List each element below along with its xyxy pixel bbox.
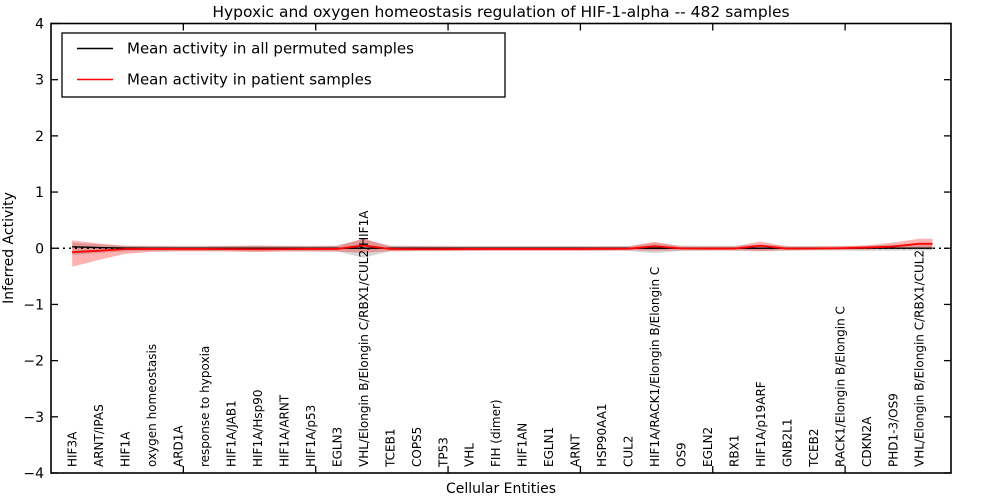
x-entity-label: oxygen homeostasis: [145, 344, 159, 467]
y-tick-label: −3: [23, 410, 44, 426]
x-axis-label: Cellular Entities: [446, 481, 556, 497]
legend: Mean activity in all permuted samples Me…: [61, 32, 506, 98]
x-entity-label: HIF1AN: [516, 423, 530, 467]
x-entity-label: ARNT: [569, 433, 583, 467]
x-entity-label: TP53: [436, 437, 450, 468]
x-entity-label: CDKN2A: [860, 416, 874, 467]
patient-samples-spread-band: [72, 238, 933, 267]
x-entity-label: EGLN1: [542, 427, 556, 467]
series-line-1: [72, 242, 933, 254]
y-tick-label: −1: [23, 297, 44, 313]
x-entity-label: HIF1A: [119, 431, 133, 467]
x-entity-label: HIF1A/p19ARF: [754, 381, 768, 467]
confidence-bands: [72, 238, 933, 267]
x-entity-label: PHD1-3/OS9: [886, 393, 900, 467]
legend-label-patient: Mean activity in patient samples: [127, 71, 372, 89]
y-tick-label: 0: [35, 241, 44, 257]
x-entity-label: HSP90AA1: [595, 403, 609, 467]
x-entity-label: EGLN3: [330, 427, 344, 467]
legend-label-permuted: Mean activity in all permuted samples: [127, 40, 414, 58]
x-entity-label: response to hypoxia: [198, 346, 212, 467]
x-entity-label: TCEB2: [807, 429, 821, 468]
y-tick-label: 2: [35, 129, 44, 145]
series-lines: [72, 242, 933, 254]
x-entity-label: ARD1A: [172, 425, 186, 467]
chart-title: Hypoxic and oxygen homeostasis regulatio…: [212, 3, 789, 21]
x-entity-label: FIH (dimer): [489, 399, 503, 467]
x-entity-label: TCEB1: [383, 429, 397, 468]
x-entity-label: VHL: [463, 443, 477, 467]
x-entity-label: GNB2L1: [780, 419, 794, 467]
x-entity-label: HIF3A: [66, 431, 80, 467]
x-entity-label: HIF1A/Hsp90: [251, 389, 265, 467]
x-entity-label: VHL/Elongin B/Elongin C/RBX1/CUL2: [913, 250, 927, 467]
x-entity-label: HIF1A/RACK1/Elongin B/Elongin C: [648, 267, 662, 467]
plot-frame: [50, 22, 952, 474]
y-axis-label: Inferred Activity: [1, 192, 17, 304]
x-entity-label: OS9: [675, 442, 689, 467]
x-entity-label: CUL2: [622, 436, 636, 467]
y-tick-label: −2: [23, 354, 44, 370]
x-entity-label: ARNT/IPAS: [92, 404, 106, 467]
x-entity-label: HIF1A/JAB1: [225, 400, 239, 467]
y-tick-label: 1: [35, 185, 44, 201]
y-tick-label: −4: [23, 466, 44, 482]
x-entity-label: COPS5: [410, 427, 424, 467]
x-entity-label: HIF1A/ARNT: [277, 394, 291, 467]
x-entity-label: RBX1: [727, 435, 741, 467]
y-tick-labels: 4 3 2 1 0 −1 −2 −3 −4: [23, 17, 44, 483]
x-entity-label: EGLN2: [701, 427, 715, 467]
x-entity-label: HIF1A/p53: [304, 405, 318, 467]
entity-labels: HIF3A ARNT/IPAS HIF1A oxygen homeostasis ARD…: [66, 210, 927, 468]
x-entity-label: VHL/Elongin B/Elongin C/RBX1/CUL2/HIF1A: [357, 210, 371, 467]
x-entity-label: RACK1/Elongin B/Elongin C: [833, 306, 847, 467]
y-tick-label: 4: [35, 17, 44, 33]
y-tick-label: 3: [35, 73, 44, 89]
legend-box: [61, 32, 506, 98]
